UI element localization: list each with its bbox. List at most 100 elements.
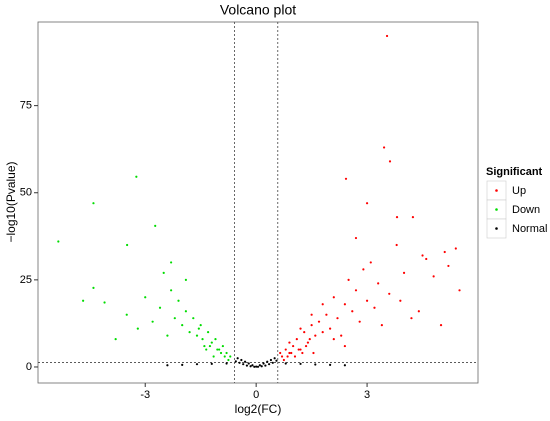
point (236, 357, 239, 360)
point (136, 327, 139, 330)
point (358, 320, 361, 323)
point (234, 360, 237, 363)
point (373, 306, 376, 309)
point (369, 261, 372, 264)
point (205, 348, 208, 351)
point (103, 301, 106, 304)
point (297, 348, 300, 351)
point (210, 341, 213, 344)
point (214, 337, 217, 341)
point (417, 310, 420, 313)
point (312, 351, 315, 355)
legend-swatch (495, 189, 498, 192)
point (158, 306, 162, 309)
point (206, 331, 210, 334)
point (382, 146, 386, 149)
point (199, 324, 202, 327)
point (288, 351, 291, 355)
point (295, 337, 298, 341)
point (290, 351, 293, 355)
point (114, 337, 117, 341)
point (223, 355, 226, 358)
point (306, 341, 310, 344)
y-tick-label: 50 (20, 187, 32, 199)
point (354, 289, 358, 292)
point (421, 254, 424, 257)
point (286, 355, 289, 358)
point (343, 364, 346, 367)
point (365, 202, 369, 205)
point (181, 363, 184, 366)
point (332, 337, 335, 341)
y-axis-label: −log10(Pvalue) (4, 161, 18, 242)
point (344, 177, 348, 180)
point (162, 271, 165, 274)
point (253, 365, 256, 368)
point (299, 348, 302, 351)
point (454, 247, 457, 250)
point (377, 282, 380, 285)
point (264, 364, 267, 367)
y-tick-label: 25 (20, 274, 32, 286)
point (395, 243, 398, 247)
point (279, 351, 282, 355)
point (166, 334, 169, 337)
point (411, 216, 415, 219)
point (208, 344, 212, 348)
point (242, 363, 245, 366)
point (256, 365, 260, 368)
point (166, 364, 169, 367)
point (249, 365, 252, 368)
point (125, 313, 128, 316)
point (447, 264, 450, 268)
point (216, 348, 219, 351)
y-tick-label: 0 (26, 361, 32, 373)
point (195, 334, 199, 337)
point (314, 334, 317, 337)
point (210, 362, 213, 365)
point (201, 337, 204, 341)
point (425, 257, 428, 261)
point (144, 296, 147, 299)
point (310, 324, 313, 327)
point (399, 299, 402, 302)
point (271, 361, 274, 364)
x-tick-label: -3 (140, 389, 150, 401)
point (243, 360, 247, 363)
point (410, 317, 413, 320)
point (269, 358, 273, 362)
point (280, 355, 284, 358)
point (308, 337, 311, 341)
point (227, 358, 230, 362)
point (329, 327, 332, 330)
point (197, 327, 200, 330)
point (245, 364, 249, 367)
plot-panel (37, 21, 479, 384)
point (251, 364, 254, 367)
point (282, 358, 285, 362)
point (135, 175, 138, 178)
point (321, 303, 324, 306)
point (238, 361, 241, 364)
point (195, 363, 199, 366)
point (293, 355, 297, 358)
point (321, 331, 324, 334)
point (188, 331, 191, 334)
point (303, 331, 306, 334)
point (262, 362, 265, 365)
point (288, 341, 291, 344)
point (184, 310, 187, 313)
point (203, 344, 206, 348)
point (225, 362, 228, 365)
point (299, 327, 302, 330)
point (258, 364, 261, 367)
point (329, 363, 332, 366)
point (388, 292, 391, 295)
point (92, 286, 95, 289)
point (432, 275, 435, 278)
point (126, 243, 129, 247)
point (380, 324, 383, 327)
point (336, 317, 339, 320)
point (267, 363, 271, 366)
